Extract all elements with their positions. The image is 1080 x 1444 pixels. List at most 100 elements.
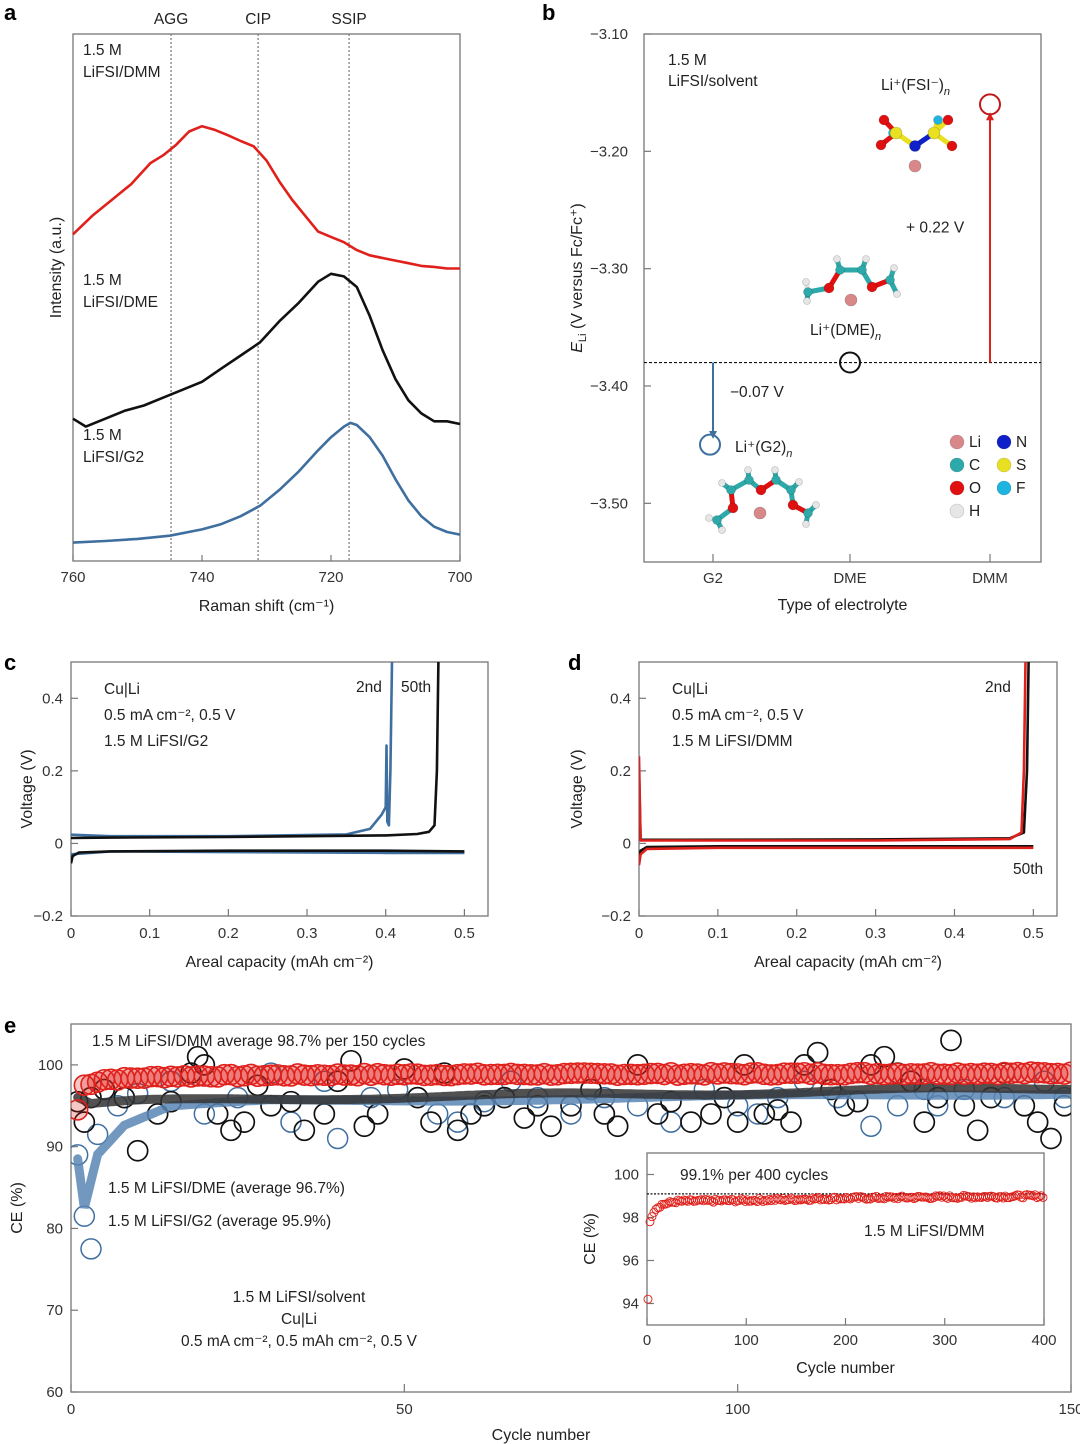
- condition-label: 1.5 M: [668, 52, 707, 69]
- atom-h: [771, 466, 779, 474]
- x-tick-label: 0.1: [707, 925, 728, 942]
- y-tick-label: −0.2: [601, 908, 631, 925]
- inset-y-tick-label: 98: [622, 1210, 639, 1227]
- panel-letter-d: d: [568, 650, 581, 675]
- atom-o: [875, 139, 887, 151]
- data-point-dme: [220, 1119, 242, 1142]
- data-point-dme: [446, 1119, 469, 1142]
- atom-legend-label-o: O: [969, 480, 981, 497]
- data-point-dme: [780, 1111, 802, 1133]
- y-tick-label: −0.2: [33, 908, 63, 925]
- atom-h: [812, 501, 820, 509]
- plating-curve-50th: [639, 845, 1034, 859]
- panel-a-raman: AGG CIP SSIP 760 740 720 700 Raman shift (cm⁻¹)…: [48, 11, 473, 615]
- atom-legend-label-n: N: [1016, 434, 1027, 451]
- data-point-dme: [593, 1103, 616, 1125]
- x-tick-label: 0.2: [786, 925, 807, 942]
- data-point-dme: [966, 1119, 989, 1142]
- atom-legend-marker-f: [996, 480, 1012, 496]
- y-axis-label: Voltage (V): [569, 749, 586, 828]
- x-tick-label: 700: [447, 569, 472, 586]
- curve-label-50th: 50th: [401, 679, 431, 696]
- atom-h: [833, 255, 841, 263]
- series-line-dme: [72, 272, 461, 428]
- atom-li: [908, 159, 922, 173]
- condition-text: Cu|Li: [672, 681, 708, 698]
- x-tick-label: 0: [635, 925, 643, 942]
- atom-legend-label-h: H: [969, 503, 980, 520]
- y-tick-label: 0.4: [42, 690, 63, 707]
- condition-label: LiFSI/solvent: [668, 73, 758, 90]
- plating-curve-2nd: [639, 846, 1034, 866]
- condition-text: Cu|Li: [281, 1311, 317, 1328]
- annotation-dmm-average: 1.5 M LiFSI/DMM average 98.7% per 150 cy…: [92, 1033, 426, 1050]
- data-point-g2: [73, 1205, 96, 1227]
- atom-legend-marker-s: [996, 457, 1012, 473]
- inset-data-point: [1030, 1190, 1040, 1200]
- y-tick-label: −3.50: [590, 495, 628, 512]
- x-axis-label: Cycle number: [492, 1427, 591, 1444]
- inset-data-point: [935, 1191, 945, 1201]
- x-tick-label: 740: [189, 569, 214, 586]
- data-point-dme: [126, 1139, 149, 1162]
- atom-h: [705, 514, 713, 522]
- condition-text: 1.5 M LiFSI/G2: [104, 733, 208, 750]
- y-tick-label: 60: [46, 1384, 63, 1401]
- condition-text: Cu|Li: [104, 681, 140, 698]
- inset-data-point: [645, 1217, 655, 1227]
- panel-letter-b: b: [542, 0, 555, 25]
- y-axis-label: Voltage (V): [19, 749, 36, 828]
- x-tick-label: 150: [1058, 1401, 1080, 1418]
- data-point-dme: [753, 1103, 776, 1125]
- data-point-dme: [366, 1103, 389, 1125]
- x-axis-label: Areal capacity (mAh cm⁻²): [185, 954, 373, 971]
- series-label: LiFSI/DME: [83, 294, 158, 311]
- series-line-g2: [72, 421, 461, 544]
- data-point-dme: [293, 1119, 316, 1142]
- inset-y-tick-label: 100: [614, 1167, 639, 1184]
- inset-data-point: [1034, 1192, 1044, 1202]
- atom-c: [857, 265, 867, 275]
- inset-data-point: [992, 1193, 1002, 1203]
- data-point-dme: [313, 1103, 336, 1125]
- atom-o: [866, 281, 878, 293]
- species-label-g2: Li⁺(G2)n: [735, 439, 792, 460]
- x-tick-label: 0: [67, 1401, 75, 1418]
- x-tick-label: 720: [318, 569, 343, 586]
- y-tick-label: −3.30: [590, 261, 628, 278]
- data-point-dmm: [1060, 1061, 1071, 1083]
- curve-label-2nd: 2nd: [356, 679, 382, 696]
- data-point-dme: [1026, 1111, 1049, 1133]
- inset-data-point: [651, 1204, 661, 1214]
- panel-letter-e: e: [4, 1013, 16, 1038]
- atom-legend-label-s: S: [1016, 457, 1026, 474]
- reference-label-agg: AGG: [154, 11, 188, 28]
- series-line-dmm: [72, 124, 460, 270]
- atom-c: [726, 485, 736, 495]
- data-point-dme: [340, 1049, 362, 1072]
- condition-text: 1.5 M LiFSI/DMM: [672, 733, 793, 750]
- data-point-dme: [540, 1115, 562, 1138]
- inset-y-tick-label: 96: [622, 1253, 639, 1270]
- x-tick-label: 0.3: [865, 925, 886, 942]
- inset-data-point: [806, 1195, 816, 1205]
- series-label: 1.5 M: [83, 42, 122, 59]
- atom-f: [933, 115, 943, 125]
- x-tick-label: 50: [396, 1401, 413, 1418]
- curves-c: [71, 662, 465, 864]
- data-point-g2: [313, 1070, 336, 1092]
- y-tick-label: 100: [38, 1057, 63, 1074]
- condition-text: 1.5 M LiFSI/solvent: [233, 1289, 366, 1306]
- y-axis-label: ELi (V versus Fc/Fc⁺): [569, 203, 589, 352]
- annotation-dme-average: 1.5 M LiFSI/DME (average 96.7%): [108, 1180, 345, 1197]
- inset-y-axis-label: CE (%): [582, 1213, 599, 1265]
- x-tick-label-dme: DME: [833, 570, 866, 587]
- atom-o: [946, 140, 958, 152]
- atom-o: [823, 282, 835, 294]
- atom-o: [787, 499, 799, 511]
- atom-c: [835, 265, 845, 275]
- inset-data-point: [953, 1193, 963, 1203]
- y-axis-label: Intensity (a.u.): [48, 217, 65, 318]
- condition-text: 0.5 mA cm⁻², 0.5 V: [672, 707, 804, 724]
